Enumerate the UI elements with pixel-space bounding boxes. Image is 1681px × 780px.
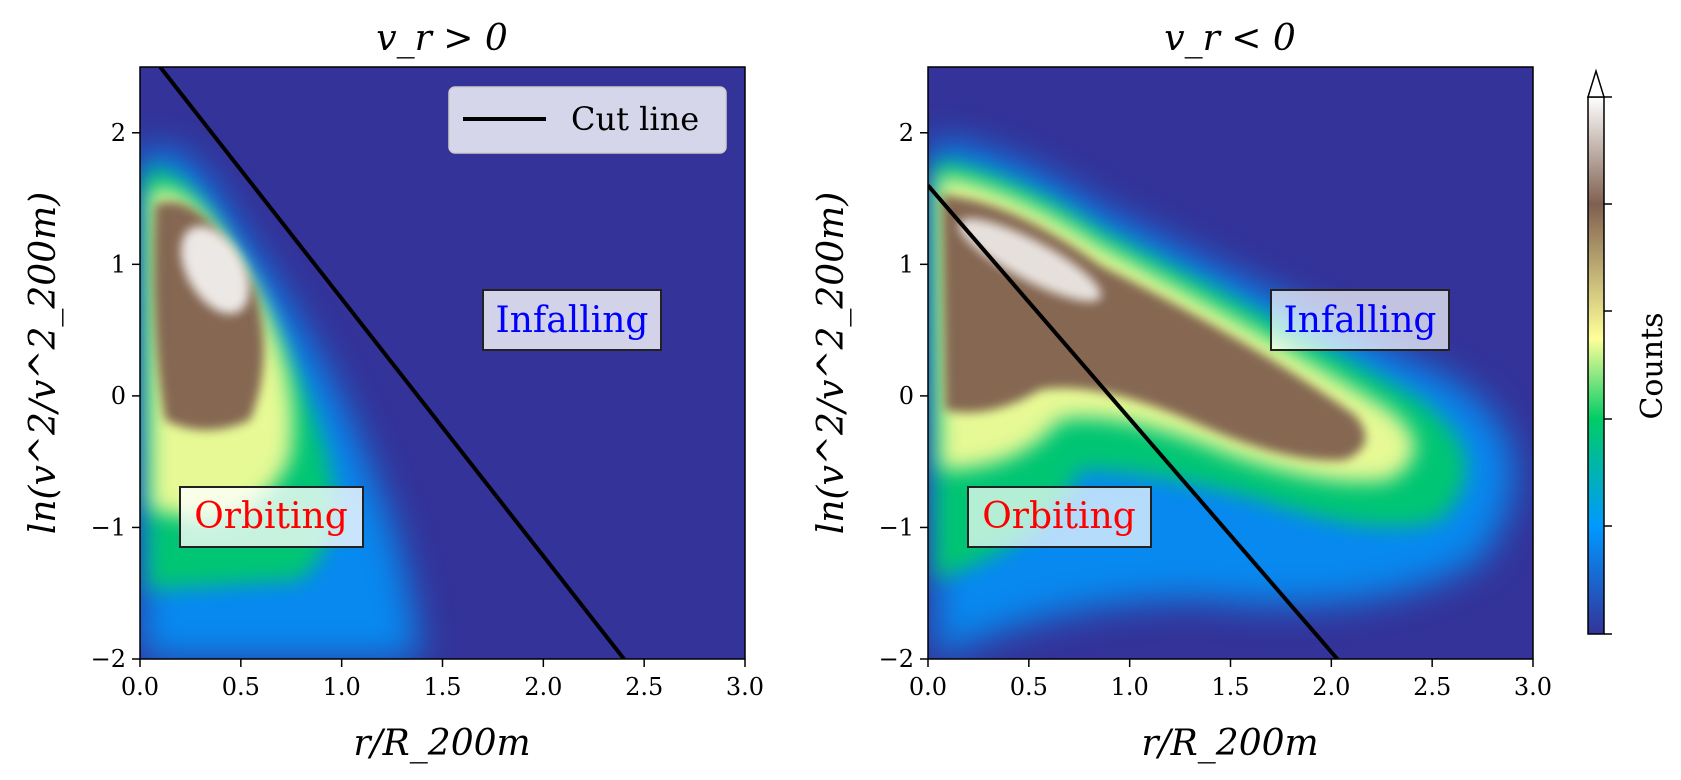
y-tick-label: 0: [899, 382, 914, 410]
colorbar-ticks: [1604, 96, 1612, 635]
x-tick-label: 2.5: [1413, 673, 1451, 701]
x-tick-label: 0.0: [121, 673, 159, 701]
annotation-orbiting-right: Orbiting: [967, 486, 1152, 548]
x-tick-label: 0.5: [1010, 673, 1048, 701]
annotation-infalling-left: Infalling: [482, 289, 662, 351]
colorbar-extend-arrow: [1586, 68, 1606, 98]
x-tick-label: 1.0: [323, 673, 361, 701]
x-tick-label: 3.0: [726, 673, 764, 701]
x-tick-label: 0.5: [222, 673, 260, 701]
y-axis-label-right: ln(v^2/v^2_200m): [811, 192, 852, 535]
annotation-infalling-right: Infalling: [1270, 289, 1450, 351]
x-axis-label-left: r/R_200m: [353, 723, 530, 764]
legend: Cut line: [448, 86, 727, 154]
x-axis-label-right: r/R_200m: [1141, 723, 1318, 764]
y-axis-label-left: ln(v^2/v^2_200m): [23, 192, 64, 535]
x-tick-label: 1.5: [423, 673, 461, 701]
svg-text:Orbiting: Orbiting: [982, 496, 1136, 537]
svg-text:Infalling: Infalling: [496, 300, 649, 341]
colorbar: Counts: [1586, 68, 1670, 635]
cut-line-left: [158, 67, 626, 659]
y-tick-label: −1: [879, 513, 914, 541]
y-tick-label: −2: [91, 645, 126, 673]
y-tick-label: 1: [111, 250, 126, 278]
ticks-right: 0.0 0.5 1.0 1.5 2.0 2.5 3.0 −2 −1 0 1 2: [879, 119, 1552, 701]
x-tick-label: 2.5: [625, 673, 663, 701]
legend-label: Cut line: [571, 100, 699, 138]
colorbar-gradient: [1587, 96, 1605, 635]
svg-text:Infalling: Infalling: [1284, 300, 1437, 341]
y-tick-label: 2: [899, 119, 914, 147]
panel-title-left: v_r > 0: [376, 18, 508, 59]
y-tick-label: −1: [91, 513, 126, 541]
x-tick-label: 2.0: [1312, 673, 1350, 701]
annotation-orbiting-left: Orbiting: [179, 486, 364, 548]
panel-left: Infalling Orbiting Cut line v_r > 0 r/R_…: [23, 18, 764, 764]
panel-title-right: v_r < 0: [1164, 18, 1296, 59]
x-tick-label: 2.0: [524, 673, 562, 701]
y-tick-label: −2: [879, 645, 914, 673]
x-tick-label: 1.0: [1111, 673, 1149, 701]
x-tick-label: 0.0: [909, 673, 947, 701]
y-tick-label: 2: [111, 119, 126, 147]
svg-text:Orbiting: Orbiting: [194, 496, 348, 537]
cut-line-right: [928, 184, 1339, 659]
y-tick-label: 0: [111, 382, 126, 410]
ticks-left: 0.0 0.5 1.0 1.5 2.0 2.5 3.0 −2 −1 0 1 2: [91, 119, 764, 701]
x-tick-label: 3.0: [1514, 673, 1552, 701]
y-tick-label: 1: [899, 250, 914, 278]
panel-right: Infalling Orbiting v_r < 0 r/R_200m ln(v…: [811, 18, 1552, 764]
x-tick-label: 1.5: [1211, 673, 1249, 701]
colorbar-label: Counts: [1635, 312, 1670, 419]
